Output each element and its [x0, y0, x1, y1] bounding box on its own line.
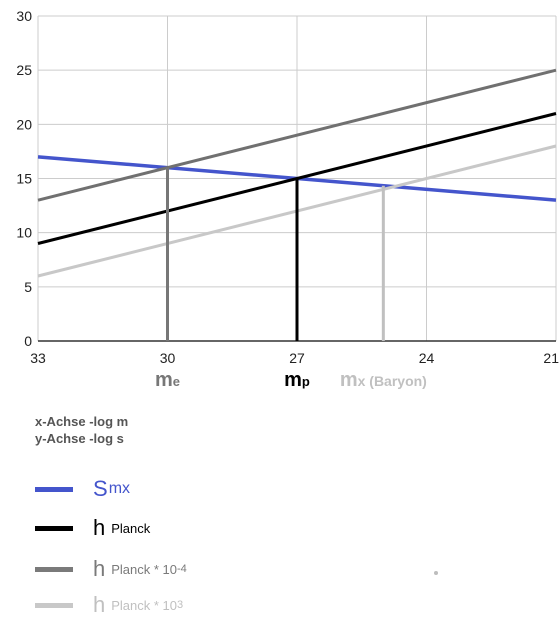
chart: 0 5 10 15 20 25 30 33 30 27 24 21 me mp mx (Baryon)	[16, 8, 559, 391]
legend-sub-h-planck: Planck	[111, 520, 151, 536]
legend-swatch-s-mx	[35, 486, 73, 492]
x-tick-label: 33	[30, 350, 46, 366]
legend-sub-s-mx: mx	[108, 480, 131, 497]
y-axis-note: y-Achse -log s	[35, 431, 124, 446]
marker-layer	[166, 167, 385, 341]
x-axis-note: x-Achse -log m	[35, 414, 129, 429]
marker-label-mxbaryon: mx (Baryon)	[340, 369, 427, 391]
legend-swatch-h-planck	[35, 525, 73, 531]
y-tick-label: 5	[24, 279, 32, 295]
y-tick-label: 20	[16, 116, 32, 132]
legend-main-h-planck-e3: h	[93, 592, 106, 617]
legend-main-h-planck: h	[93, 515, 106, 540]
legend-item-h-planck-e3: h Planck * 10 3	[35, 592, 183, 618]
legend-sub-h-planck-e3: Planck * 10	[111, 597, 178, 613]
x-tick-label: 27	[289, 350, 305, 366]
legend-main-h-planck-e-4: h	[93, 556, 106, 581]
legend-main-s-mx: S	[93, 476, 108, 501]
marker-label-me: me	[155, 369, 180, 391]
y-tick-label: 25	[16, 62, 32, 78]
x-tick-label: 21	[543, 350, 559, 366]
y-tick-label: 30	[16, 8, 32, 24]
legend-swatch-h-planck-e-4	[35, 566, 73, 572]
y-tick-label: 0	[24, 333, 32, 349]
tick-layer: 0 5 10 15 20 25 30 33 30 27 24 21 me mp mx (Baryon)	[16, 8, 559, 391]
series-line-2	[37, 68, 557, 202]
legend-sub-h-planck-e-4: Planck * 10	[111, 561, 178, 577]
legend-sup-h-planck-e-4: -4	[177, 563, 187, 575]
stray-dot	[434, 571, 438, 575]
x-tick-label: 30	[160, 350, 176, 366]
y-tick-label: 15	[16, 171, 32, 187]
legend-item-s-mx: S mx	[35, 476, 130, 502]
x-tick-label: 24	[419, 350, 435, 366]
legend-sup-h-planck-e3: 3	[177, 599, 184, 611]
y-tick-label: 10	[16, 225, 32, 241]
legend-item-h-planck: h Planck	[35, 515, 150, 541]
legend-swatch-h-planck-e3	[35, 602, 73, 608]
legend-item-h-planck-e-4: h Planck * 10 -4	[35, 556, 187, 582]
marker-label-mp: mp	[284, 369, 310, 391]
